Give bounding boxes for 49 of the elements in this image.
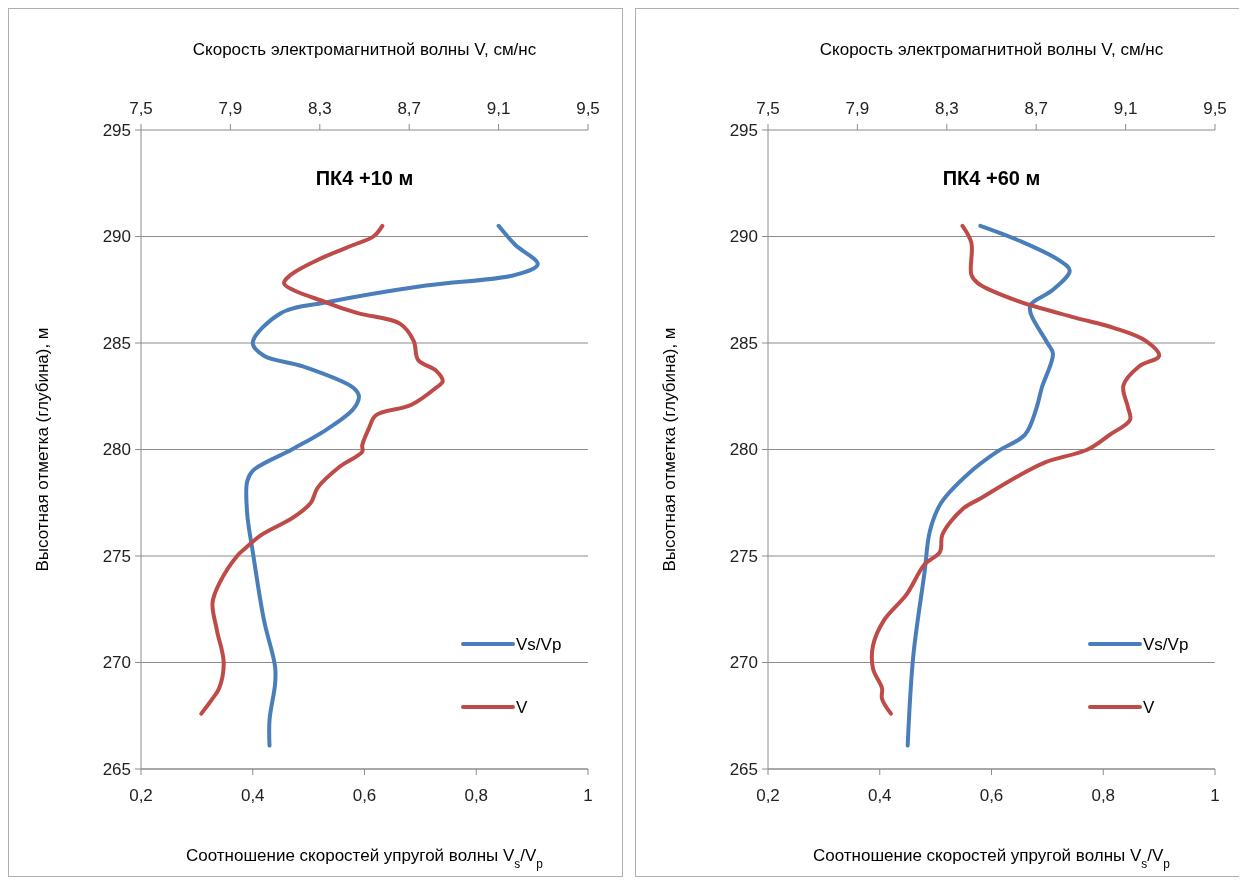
- x-tick-label: 0,2: [756, 786, 780, 805]
- legend-label: Vs/Vp: [1143, 634, 1189, 654]
- y-tick-label: 275: [102, 546, 131, 566]
- x2-axis-title: Скорость электромагнитной волны V, см/нс: [819, 40, 1164, 59]
- x2-tick-label: 9,5: [576, 99, 600, 118]
- x2-tick-label: 7,9: [845, 99, 870, 118]
- x-tick-label: 0,4: [867, 786, 892, 805]
- y-tick-label: 295: [729, 120, 758, 140]
- y-tick-label: 290: [102, 227, 131, 247]
- y-tick-label: 265: [102, 759, 131, 779]
- x-tick-label: 0,8: [464, 786, 489, 805]
- y-tick-label: 295: [102, 120, 131, 140]
- line-series: [905, 223, 1072, 748]
- x-tick-label: 0,6: [352, 786, 377, 805]
- text: ПК4 +10 м: [315, 167, 414, 189]
- x-tick-label: 0,4: [240, 786, 265, 805]
- x-tick-label: 1: [1210, 786, 1220, 805]
- y-tick-label: 280: [729, 440, 758, 460]
- x2-tick-label: 7,9: [218, 99, 243, 118]
- y-tick-label: 285: [102, 333, 131, 353]
- y-tick-label: 270: [102, 653, 131, 673]
- x-axis-title: Соотношение скоростей упругой волны V$_{s}$/V$_{p}$: [186, 846, 544, 871]
- y-axis-title: Высотная отметка (глубина), м: [660, 327, 679, 572]
- legend-label: V: [1143, 697, 1155, 717]
- legend-label: V: [516, 697, 528, 717]
- y-tick-label: 275: [729, 546, 758, 566]
- x2-tick-label: 7,5: [756, 99, 780, 118]
- y-tick-label: 265: [729, 759, 758, 779]
- x-tick-label: 0,8: [1091, 786, 1116, 805]
- y-tick-label: 290: [729, 227, 758, 247]
- y-tick-label: 285: [729, 333, 758, 353]
- x2-tick-label: 8,7: [1024, 99, 1049, 118]
- x-tick-label: 1: [583, 786, 593, 805]
- x-axis-title: Соотношение скоростей упругой волны V$_{s}$/V$_{p}$: [813, 846, 1171, 871]
- x2-axis-title: Скорость электромагнитной волны V, см/нс: [192, 40, 537, 59]
- x2-tick-label: 9,5: [1203, 99, 1227, 118]
- y-tick-label: 280: [102, 440, 131, 460]
- x-tick-label: 0,2: [129, 786, 153, 805]
- y-axis-title: Высотная отметка (глубина), м: [33, 327, 52, 572]
- x2-tick-label: 9,1: [486, 99, 511, 118]
- legend-label: Vs/Vp: [516, 634, 562, 654]
- x2-tick-label: 8,3: [934, 99, 959, 118]
- x-tick-label: 0,6: [979, 786, 1004, 805]
- x2-tick-label: 9,1: [1113, 99, 1138, 118]
- y-tick-label: 270: [729, 653, 758, 673]
- x2-tick-label: 8,7: [397, 99, 422, 118]
- x2-tick-label: 8,3: [307, 99, 332, 118]
- text: ПК4 +60 м: [942, 167, 1041, 189]
- x2-tick-label: 7,5: [129, 99, 153, 118]
